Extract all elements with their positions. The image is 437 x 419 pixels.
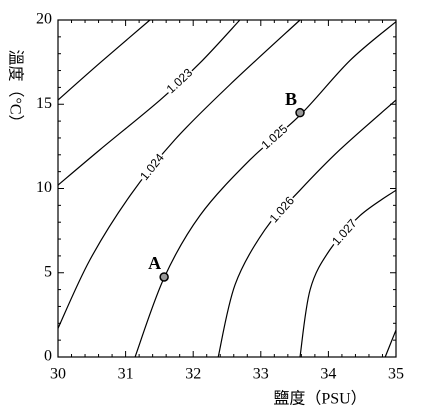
x-tick-label: 34 [320,366,336,383]
contour-label-bg [329,216,361,250]
y-axis-label: 溫度（°C） [6,49,24,130]
contour-line [134,21,397,358]
plot-frame [57,19,397,358]
contour-label-bg [137,150,169,185]
y-tick-label: 10 [36,179,52,196]
point-label: A [148,253,161,273]
y-tick-label: 0 [44,348,52,365]
contour-line [217,99,397,358]
point-label: B [285,89,297,109]
x-axis-label: 鹽度（PSU） [273,390,366,408]
contour-line [57,19,241,186]
contour-label-bg [258,121,292,154]
x-tick-label: 33 [253,366,269,383]
x-tick-label: 31 [118,366,134,383]
point [295,107,305,118]
contour-line [384,329,397,358]
contour-line [57,19,301,329]
contour-label-bg [163,65,197,98]
x-tick-label: 35 [388,366,404,383]
y-tick-label: 15 [36,95,52,112]
x-tick-label: 32 [185,366,201,383]
y-tick-label: 20 [36,11,52,28]
point [159,272,169,282]
contour-line [299,189,397,358]
y-tick-label: 5 [44,263,52,280]
contour-label-bg [266,193,299,227]
x-tick-label: 30 [50,366,66,383]
contour-line [57,19,151,101]
